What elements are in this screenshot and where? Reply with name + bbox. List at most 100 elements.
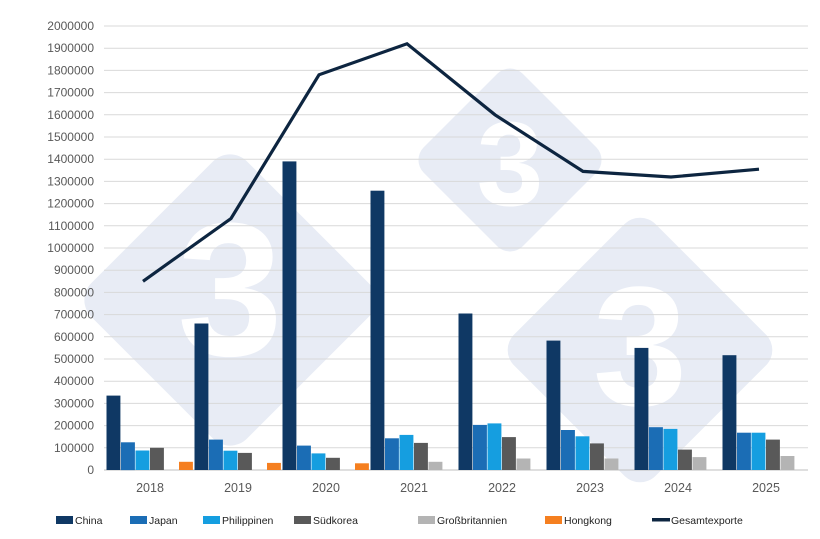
bar-südkorea-2022 [502,437,516,470]
bar-china-2018 [106,395,121,470]
legend-swatch [652,518,670,522]
bar-philippinen-2020 [311,453,326,470]
x-tick-label-2021: 2021 [400,481,428,495]
legend-label: Japan [149,515,178,527]
bar-großbritannien-2024 [692,457,707,470]
y-tick-label: 700000 [54,308,94,322]
bar-philippinen-2022 [487,423,502,470]
bar-china-2021 [370,190,385,470]
bar-südkorea-2021 [414,442,428,470]
bar-philippinen-2023 [575,436,590,470]
legend-item-großbritannien[interactable]: Großbritannien [418,515,507,527]
legend-item-philippinen[interactable]: Philippinen [203,515,274,527]
x-tick-label-2022: 2022 [488,481,516,495]
y-tick-label: 200000 [54,419,94,433]
bars [106,161,795,471]
bar-südkorea-2024 [678,449,692,470]
gridlines [104,25,808,471]
y-tick-label: 600000 [54,330,94,344]
x-axis: 2018 2019 2020 2021 2022 2023 2024 2025 [136,481,780,495]
bar-china-2023 [546,340,561,470]
x-tick-label-2020: 2020 [312,481,340,495]
y-tick-label: 2000000 [47,19,94,33]
legend-item-china[interactable]: China [56,515,103,527]
bar-japan-2025 [737,432,751,470]
bar-japan-2018 [121,442,135,471]
bar-japan-2024 [649,427,663,470]
y-tick-label: 1700000 [47,86,94,100]
x-tick-label-2024: 2024 [664,481,692,495]
y-tick-label: 1000000 [47,241,94,255]
bar-philippinen-2021 [399,434,414,470]
legend-swatch [56,516,73,524]
bar-großbritannien-2022 [516,458,531,470]
bar-japan-2023 [561,430,575,470]
x-tick-label-2023: 2023 [576,481,604,495]
bar-philippinen-2018 [135,450,150,470]
y-tick-label: 1900000 [47,41,94,55]
y-tick-label: 1800000 [47,63,94,77]
bar-hongkong-2018 [179,461,193,470]
x-tick-label-2025: 2025 [752,481,780,495]
bar-japan-2020 [297,445,311,470]
bar-südkorea-2023 [590,443,604,470]
y-tick-label: 1200000 [47,197,94,211]
svg-text:3: 3 [477,97,544,231]
legend-item-gesamtexporte[interactable]: Gesamtexporte [652,515,743,527]
x-tick-label-2018: 2018 [136,481,164,495]
bar-hongkong-2020 [355,463,369,470]
bar-großbritannien-2025 [780,456,795,470]
y-tick-label: 900000 [54,263,94,277]
bar-china-2022 [458,313,473,470]
bar-großbritannien-2023 [604,458,619,470]
line-series-gesamtexporte [142,41,760,283]
legend-item-japan[interactable]: Japan [130,515,178,527]
legend-swatch [545,516,562,524]
total-exports-line [142,41,760,283]
legend-item-hongkong[interactable]: Hongkong [545,515,612,527]
bar-südkorea-2019 [238,452,252,470]
bar-südkorea-2025 [766,439,780,470]
bar-südkorea-2020 [326,457,340,470]
legend-label: Philippinen [222,515,274,527]
bar-china-2020 [282,161,297,470]
bar-philippinen-2024 [663,428,678,470]
y-tick-label: 1100000 [48,219,94,233]
legend-label: Hongkong [564,515,612,527]
legend-label: Südkorea [313,515,358,527]
x-tick-label-2019: 2019 [224,481,252,495]
y-tick-label: 300000 [54,396,94,410]
legend[interactable]: China Japan Philippinen Südkorea Großbritann… [56,515,743,527]
bar-großbritannien-2021 [428,461,443,470]
y-tick-label: 1600000 [47,108,94,122]
y-tick-label: 0 [87,463,94,477]
bar-südkorea-2018 [150,447,164,470]
bar-philippinen-2025 [751,432,766,470]
legend-swatch [418,516,435,524]
y-axis: 0 100000 200000 300000 400000 500000 600000 700… [47,19,94,477]
y-tick-label: 1300000 [47,174,94,188]
legend-label: Großbritannien [437,515,507,527]
bar-japan-2019 [209,439,223,470]
legend-swatch [203,516,220,524]
bar-china-2019 [194,323,209,470]
y-tick-label: 1500000 [47,130,94,144]
legend-item-südkorea[interactable]: Südkorea [294,515,358,527]
legend-swatch [130,516,147,524]
bar-philippinen-2019 [223,450,238,470]
y-tick-label: 400000 [54,374,94,388]
bar-china-2025 [722,355,737,470]
y-tick-label: 100000 [54,441,94,455]
bar-china-2024 [634,347,649,470]
legend-label: China [75,515,103,527]
y-tick-label: 800000 [54,285,94,299]
svg-text:3: 3 [177,184,283,396]
legend-label: Gesamtexporte [671,515,743,527]
bar-japan-2022 [473,424,487,470]
legend-swatch [294,516,311,524]
bar-japan-2021 [385,438,399,470]
watermark-logo: 3 3 3 [84,68,773,483]
y-tick-label: 1400000 [47,152,94,166]
bar-hongkong-2019 [267,462,281,470]
